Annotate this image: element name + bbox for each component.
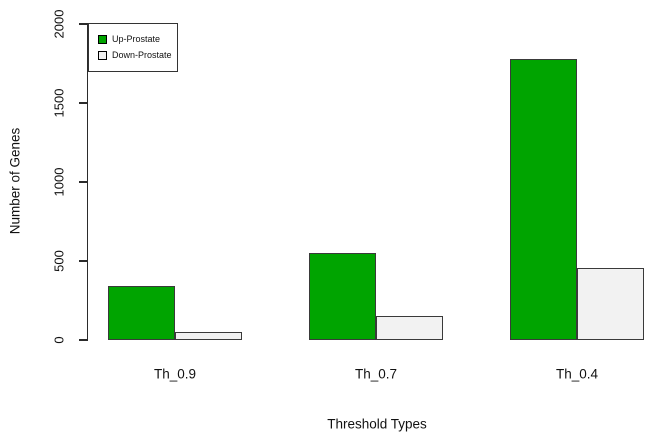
y-tick-label: 1000 [51, 167, 67, 197]
bar-down-prostate-th_0.4 [577, 268, 644, 340]
bar-up-prostate-th_0.4 [510, 58, 577, 340]
y-tick-mark [79, 181, 87, 183]
y-axis-title: Number of Genes [7, 127, 23, 235]
y-tick-mark [79, 23, 87, 25]
legend-entry: Down-Prostate [98, 47, 177, 63]
x-category-label: Th_0.7 [354, 366, 398, 382]
bar-up-prostate-th_0.7 [309, 253, 376, 340]
y-axis-line [86, 23, 88, 341]
x-category-label: Th_0.4 [555, 366, 599, 382]
legend: Up-Prostate Down-Prostate [88, 23, 178, 72]
legend-label: Down-Prostate [112, 50, 172, 60]
x-axis-title: Threshold Types [327, 416, 427, 432]
y-tick-label: 2000 [51, 9, 67, 39]
y-tick-label: 1500 [51, 88, 67, 118]
legend-label: Up-Prostate [112, 34, 161, 44]
y-tick-mark [79, 339, 87, 341]
y-tick-label: 500 [51, 250, 67, 272]
legend-swatch-icon [98, 34, 107, 44]
x-category-label: Th_0.9 [153, 366, 197, 382]
legend-entry: Up-Prostate [98, 31, 177, 47]
y-tick-label: 0 [51, 336, 67, 344]
bar-up-prostate-th_0.9 [108, 286, 175, 340]
bar-down-prostate-th_0.7 [376, 316, 443, 340]
y-tick-mark [79, 260, 87, 262]
legend-swatch-icon [98, 50, 107, 60]
bar-down-prostate-th_0.9 [175, 332, 242, 340]
y-tick-mark [79, 102, 87, 104]
